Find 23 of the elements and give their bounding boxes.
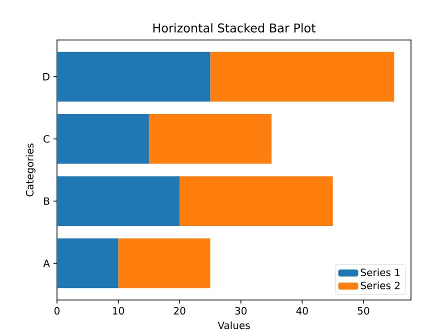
bar bbox=[57, 176, 180, 226]
bar bbox=[57, 238, 118, 288]
y-tick-label: B bbox=[44, 197, 50, 205]
legend-label: Series 1 bbox=[360, 268, 400, 276]
y-tick-label: D bbox=[43, 73, 50, 80]
x-axis-title: Values bbox=[218, 321, 250, 330]
bar bbox=[57, 52, 210, 102]
bar bbox=[180, 176, 333, 226]
x-tick-label: 10 bbox=[113, 307, 124, 315]
x-tick-label: 50 bbox=[358, 307, 370, 315]
bar bbox=[118, 238, 210, 288]
y-tick-label: A bbox=[43, 260, 50, 267]
bar bbox=[148, 114, 272, 164]
bar bbox=[210, 52, 394, 102]
x-tick-label: 30 bbox=[235, 307, 247, 315]
y-axis-title: Categories bbox=[26, 144, 36, 196]
x-tick-label: 40 bbox=[296, 307, 308, 315]
legend-label: Series 2 bbox=[360, 282, 400, 290]
bar bbox=[57, 114, 149, 164]
x-tick-label: 20 bbox=[174, 307, 186, 315]
chart-title: Horizontal Stacked Bar Plot bbox=[153, 23, 316, 33]
y-tick-label: C bbox=[44, 135, 50, 143]
x-tick-label: 0 bbox=[54, 307, 60, 315]
